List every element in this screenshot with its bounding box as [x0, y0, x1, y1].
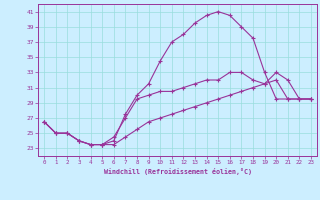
X-axis label: Windchill (Refroidissement éolien,°C): Windchill (Refroidissement éolien,°C) — [104, 168, 252, 175]
